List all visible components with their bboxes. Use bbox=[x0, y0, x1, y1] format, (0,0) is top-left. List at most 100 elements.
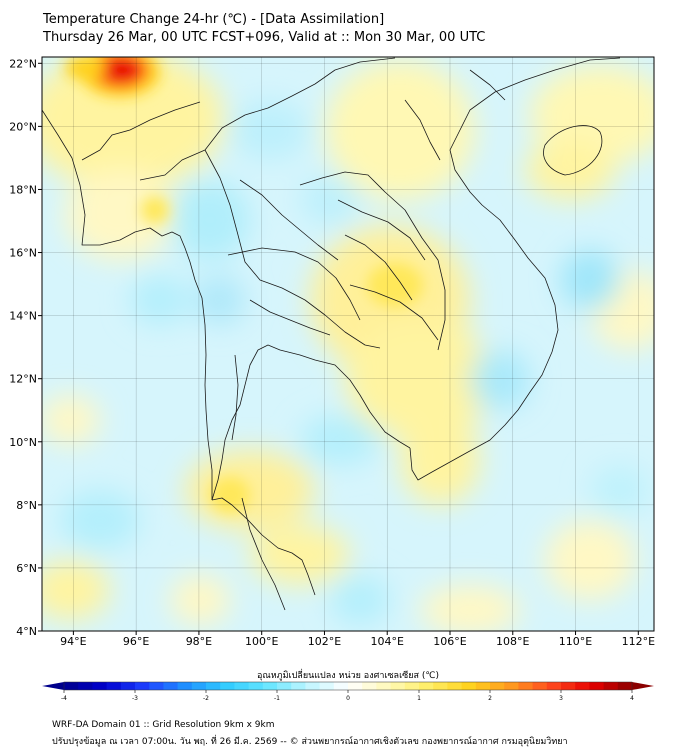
map-title: Temperature Change 24-hr (℃) - [Data Ass… bbox=[43, 12, 385, 27]
axis-ticks: 94°E 96°E 98°E 100°E 102°E 104°E 106°E 108°E 110… bbox=[9, 57, 655, 648]
border-9 bbox=[349, 284, 439, 341]
colorbar-segment-39 bbox=[617, 682, 633, 690]
lat-tick-label-7: 18°N bbox=[9, 183, 37, 196]
colorbar-segment-37 bbox=[589, 682, 604, 690]
colorbar-segment-11 bbox=[220, 682, 235, 690]
lon-tick-label-6: 106°E bbox=[433, 635, 466, 648]
footer-model-info: WRF-DA Domain 01 :: Grid Resolution 9km … bbox=[52, 720, 275, 730]
border-4 bbox=[227, 247, 361, 321]
coastlines bbox=[42, 57, 621, 611]
border-8 bbox=[344, 234, 413, 301]
lat-tick-label-0: 4°N bbox=[16, 625, 37, 638]
colorbar-segment-6 bbox=[149, 682, 164, 690]
footer-credit: ปรับปรุงข้อมูล ณ เวลา 07:00น. วัน พฤ. ที… bbox=[52, 737, 568, 747]
colorbar-segment-12 bbox=[234, 682, 249, 690]
colorbar-min-extension bbox=[42, 682, 64, 690]
colorbar-segment-29 bbox=[475, 682, 491, 690]
colorbar-segment-4 bbox=[120, 682, 136, 690]
colorbar-segment-2 bbox=[92, 682, 107, 690]
border-14 bbox=[469, 69, 506, 101]
colorbar-tick-label-7: 3 bbox=[559, 695, 563, 702]
colorbar-segment-8 bbox=[177, 682, 193, 690]
border-6 bbox=[337, 199, 426, 261]
colorbar-segment-30 bbox=[490, 682, 505, 690]
colorbar-segment-24 bbox=[404, 682, 420, 690]
border-5 bbox=[239, 179, 339, 261]
map-subtitle: Thursday 26 Mar, 00 UTC FCST+096, Valid … bbox=[43, 30, 486, 45]
colorbar-tick-label-2: -2 bbox=[203, 695, 209, 702]
colorbar-segment-14 bbox=[262, 682, 278, 690]
colorbar-tick-label-8: 4 bbox=[630, 695, 634, 702]
colorbar-segment-38 bbox=[603, 682, 619, 690]
colorbar-tick-label-1: -3 bbox=[132, 695, 138, 702]
lon-tick-label-8: 110°E bbox=[559, 635, 592, 648]
border-7 bbox=[249, 299, 331, 336]
colorbar-segment-31 bbox=[504, 682, 519, 690]
colorbar-tick-label-5: 1 bbox=[417, 695, 421, 702]
colorbar-segment-13 bbox=[248, 682, 264, 690]
lon-tick-label-0: 94°E bbox=[60, 635, 86, 648]
coastline-burma-west bbox=[42, 109, 213, 500]
colorbar-tick-label-3: -1 bbox=[274, 695, 280, 702]
colorbar-segment-36 bbox=[575, 682, 590, 690]
lon-tick-label-3: 100°E bbox=[245, 635, 278, 648]
colorbar-segment-3 bbox=[106, 682, 122, 690]
colorbar-segment-1 bbox=[78, 682, 93, 690]
border-1 bbox=[139, 57, 396, 181]
colorbar-segment-25 bbox=[419, 682, 434, 690]
colorbar-segment-35 bbox=[561, 682, 576, 690]
colorbar-tick-label-6: 2 bbox=[488, 695, 492, 702]
coastline-gulf-of-thailand bbox=[211, 497, 316, 596]
colorbar-segment-5 bbox=[135, 682, 150, 690]
lat-tick-label-9: 22°N bbox=[9, 57, 37, 70]
lat-tick-label-4: 12°N bbox=[9, 373, 37, 386]
border-2 bbox=[204, 149, 381, 349]
lat-tick-label-6: 16°N bbox=[9, 247, 37, 260]
lon-tick-label-9: 112°E bbox=[622, 635, 655, 648]
lon-tick-label-5: 104°E bbox=[371, 635, 404, 648]
lat-tick-label-1: 6°N bbox=[16, 562, 37, 575]
coastline-vietnam-south bbox=[409, 57, 621, 481]
border-10 bbox=[231, 354, 239, 441]
colorbar-label: อุณหภูมิเปลี่ยนแปลง หน่วย องศาเซลเซียส (… bbox=[257, 668, 439, 681]
colorbar-segment-27 bbox=[447, 682, 462, 690]
lat-tick-label-5: 14°N bbox=[9, 310, 37, 323]
colorbar-segment-18 bbox=[319, 682, 335, 690]
colorbar-segment-28 bbox=[461, 682, 477, 690]
colorbar bbox=[42, 681, 654, 691]
lat-tick-label-8: 20°N bbox=[9, 120, 37, 133]
colorbar-max-extension bbox=[632, 682, 654, 690]
temperature-field bbox=[42, 57, 654, 631]
lat-tick-label-3: 10°N bbox=[9, 436, 37, 449]
colorbar-segment-21 bbox=[362, 682, 377, 690]
lon-tick-label-7: 108°E bbox=[496, 635, 529, 648]
colorbar-segment-32 bbox=[518, 682, 533, 690]
colorbar-segment-33 bbox=[532, 682, 548, 690]
colorbar-segment-0 bbox=[64, 682, 79, 690]
colorbar-ticks: -4 -3 -2 -1 0 1 2 3 4 bbox=[61, 690, 634, 702]
colorbar-segment-26 bbox=[433, 682, 448, 690]
lon-tick-label-2: 98°E bbox=[186, 635, 212, 648]
border-13 bbox=[404, 99, 441, 161]
coastline-hainan bbox=[543, 125, 603, 176]
colorbar-tick-label-4: 0 bbox=[346, 695, 350, 702]
colorbar-segment-20 bbox=[348, 682, 363, 690]
colorbar-segment-17 bbox=[305, 682, 320, 690]
colorbar-tick-label-0: -4 bbox=[61, 695, 67, 702]
colorbar-segment-22 bbox=[376, 682, 391, 690]
lon-tick-label-1: 96°E bbox=[123, 635, 149, 648]
lon-tick-label-4: 102°E bbox=[308, 635, 341, 648]
colorbar-segment-10 bbox=[206, 682, 221, 690]
lat-tick-label-2: 8°N bbox=[16, 499, 37, 512]
border-12 bbox=[81, 101, 201, 161]
colorbar-segment-16 bbox=[291, 682, 306, 690]
colorbar-segment-9 bbox=[191, 682, 207, 690]
border-11 bbox=[241, 497, 286, 611]
colorbar-segment-34 bbox=[546, 682, 562, 690]
map-frame bbox=[41, 56, 655, 632]
colorbar-segment-19 bbox=[333, 682, 349, 690]
colorbar-segment-15 bbox=[277, 682, 292, 690]
colorbar-segment-7 bbox=[163, 682, 178, 690]
coastline-gulf-inner bbox=[211, 344, 411, 501]
